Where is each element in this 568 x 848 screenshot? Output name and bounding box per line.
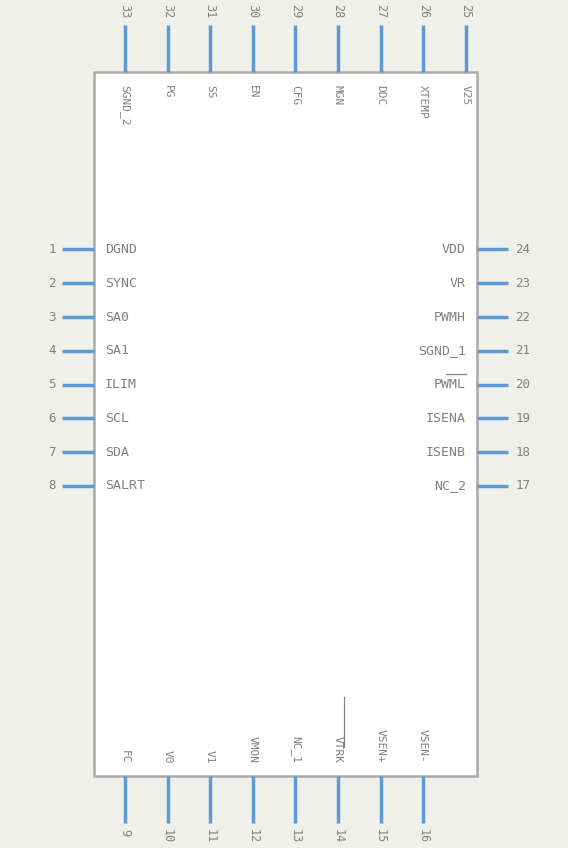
Text: 23: 23 (515, 276, 530, 290)
Text: 5: 5 (48, 378, 56, 391)
Text: 18: 18 (515, 446, 530, 459)
Text: 6: 6 (48, 412, 56, 425)
Text: 2: 2 (48, 276, 56, 290)
Text: VSEN+: VSEN+ (375, 729, 386, 763)
Text: 1: 1 (48, 243, 56, 256)
Text: PG: PG (162, 85, 173, 98)
Text: 16: 16 (417, 829, 429, 844)
Text: 33: 33 (119, 4, 131, 19)
Text: SGND_2: SGND_2 (119, 85, 131, 126)
Text: 30: 30 (247, 4, 259, 19)
Text: DDC: DDC (375, 85, 386, 105)
Text: SS: SS (205, 85, 215, 98)
Text: SALRT: SALRT (105, 479, 145, 493)
Text: VTRK: VTRK (333, 736, 343, 763)
Text: 31: 31 (204, 4, 216, 19)
Text: 20: 20 (515, 378, 530, 391)
Text: 26: 26 (417, 4, 429, 19)
Text: PWMH: PWMH (434, 310, 466, 324)
Text: 10: 10 (161, 829, 174, 844)
Text: 9: 9 (119, 829, 131, 836)
Text: 29: 29 (289, 4, 302, 19)
Text: NC_2: NC_2 (434, 479, 466, 493)
Text: SDA: SDA (105, 446, 129, 459)
Text: VMON: VMON (248, 736, 258, 763)
Text: 15: 15 (374, 829, 387, 844)
Text: 24: 24 (515, 243, 530, 256)
Text: 25: 25 (460, 4, 472, 19)
Text: XTEMP: XTEMP (418, 85, 428, 119)
Text: 12: 12 (247, 829, 259, 844)
Text: V1: V1 (205, 750, 215, 763)
Text: ILIM: ILIM (105, 378, 137, 391)
Text: FC: FC (120, 750, 130, 763)
Text: VDD: VDD (442, 243, 466, 256)
Text: 11: 11 (204, 829, 216, 844)
Bar (94, 72, 477, 776)
Text: EN: EN (248, 85, 258, 98)
Text: V0: V0 (162, 750, 173, 763)
Text: 13: 13 (289, 829, 302, 844)
Text: SYNC: SYNC (105, 276, 137, 290)
Text: CFG: CFG (290, 85, 300, 105)
Text: MGN: MGN (333, 85, 343, 105)
Text: VR: VR (450, 276, 466, 290)
Text: 14: 14 (332, 829, 344, 844)
Text: 27: 27 (374, 4, 387, 19)
Text: 21: 21 (515, 344, 530, 357)
Text: ISENB: ISENB (426, 446, 466, 459)
Text: DGND: DGND (105, 243, 137, 256)
Text: PWML: PWML (434, 378, 466, 391)
Text: 8: 8 (48, 479, 56, 493)
Text: VSEN-: VSEN- (418, 729, 428, 763)
Text: NC_1: NC_1 (290, 736, 301, 763)
Text: 4: 4 (48, 344, 56, 357)
Text: 3: 3 (48, 310, 56, 324)
Text: 28: 28 (332, 4, 344, 19)
Text: SA1: SA1 (105, 344, 129, 357)
Text: ISENA: ISENA (426, 412, 466, 425)
Text: SGND_1: SGND_1 (417, 344, 466, 357)
Text: 32: 32 (161, 4, 174, 19)
Text: 22: 22 (515, 310, 530, 324)
Text: 19: 19 (515, 412, 530, 425)
Text: 17: 17 (515, 479, 530, 493)
Text: V25: V25 (461, 85, 471, 105)
Text: SA0: SA0 (105, 310, 129, 324)
Text: SCL: SCL (105, 412, 129, 425)
Text: 7: 7 (48, 446, 56, 459)
